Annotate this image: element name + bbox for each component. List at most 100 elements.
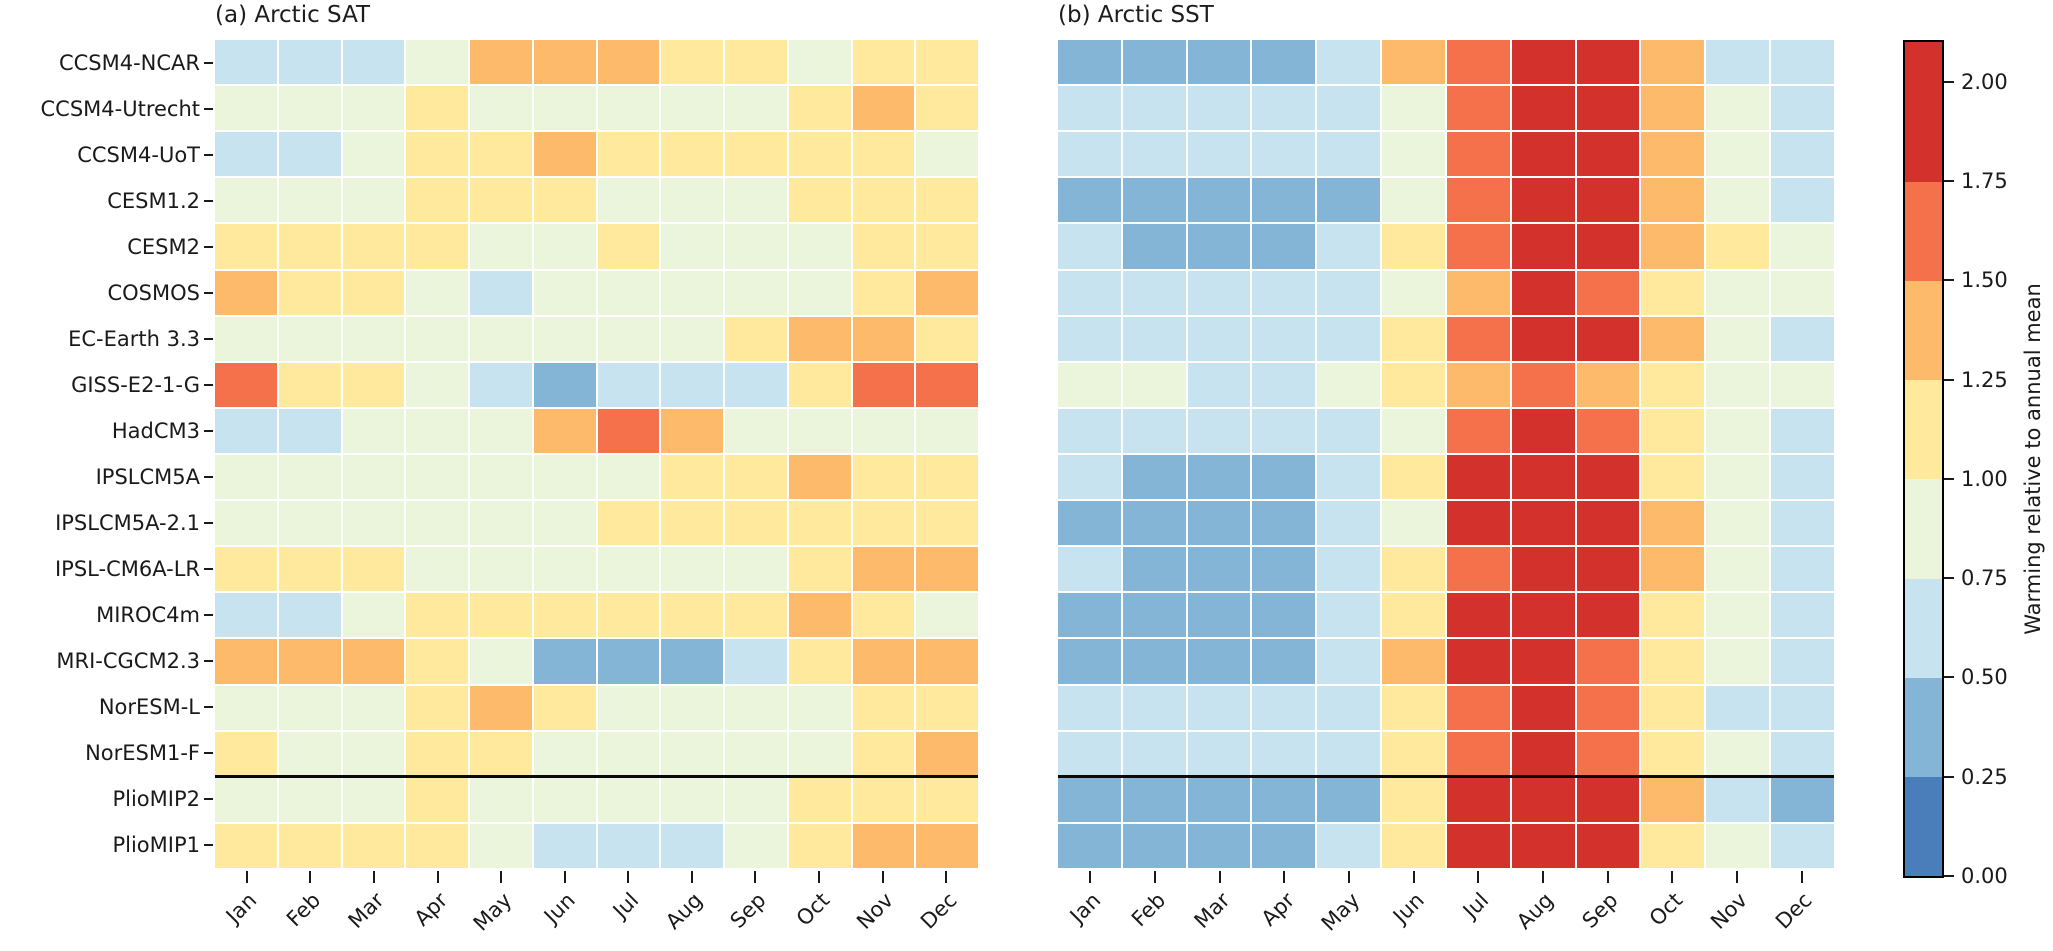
- heatmap-cell: [1252, 178, 1316, 223]
- heatmap-cell: [1641, 777, 1705, 822]
- heatmap-cell: [1382, 40, 1445, 85]
- x-tick: [1736, 871, 1738, 883]
- x-tick: [309, 871, 312, 883]
- heatmap-cell: [1382, 178, 1445, 223]
- heatmap-cell: [342, 316, 405, 361]
- colorbar-tick: [1944, 577, 1954, 580]
- heatmap-cell: [1317, 777, 1381, 822]
- y-tick: [204, 338, 213, 340]
- model-label: PlioMIP1: [112, 833, 200, 857]
- heatmap-cell: [533, 685, 596, 730]
- heatmap-cell: [1187, 408, 1251, 453]
- heatmap-cell: [916, 454, 978, 500]
- heatmap-cell: [1252, 685, 1316, 730]
- heatmap-cell: [1706, 408, 1770, 453]
- month-label-text: Jan: [221, 888, 262, 928]
- heatmap-cell: [406, 362, 468, 407]
- heatmap-cell: [725, 593, 787, 638]
- heatmap-cell: [597, 501, 660, 546]
- heatmap-cell: [406, 731, 468, 776]
- colorbar-tick-label: 1.00: [1961, 466, 2008, 491]
- model-label: EC-Earth 3.3: [68, 327, 200, 351]
- heatmap-cell: [1058, 593, 1121, 638]
- heatmap-cell: [1187, 639, 1251, 684]
- heatmap-cell: [1641, 501, 1705, 546]
- x-tick: [754, 871, 757, 883]
- heatmap-cell: [406, 316, 468, 361]
- heatmap-cell: [215, 270, 277, 315]
- heatmap-cell: [916, 685, 978, 730]
- heatmap-cell: [1771, 362, 1834, 407]
- heatmap-cell: [533, 454, 596, 500]
- colorbar-tick: [1944, 775, 1954, 778]
- heatmap-cell: [788, 316, 851, 361]
- heatmap-cell: [406, 86, 468, 131]
- heatmap-cell: [916, 777, 978, 822]
- heatmap-cell: [1252, 454, 1316, 500]
- heatmap-cell: [1252, 777, 1316, 822]
- heatmap-cell: [1252, 408, 1316, 453]
- heatmap-cell: [470, 316, 532, 361]
- y-tick: [204, 430, 213, 432]
- heatmap-cell: [1058, 501, 1121, 546]
- heatmap-cell: [852, 270, 915, 315]
- heatmap-cell: [406, 685, 468, 730]
- heatmap-cell: [1187, 362, 1251, 407]
- heatmap-cell: [1446, 362, 1510, 407]
- heatmap-cell: [788, 178, 851, 223]
- colorbar-segment: [1905, 776, 1942, 877]
- heatmap-cell: [661, 823, 723, 868]
- x-tick: [436, 871, 439, 883]
- heatmap-cell: [342, 408, 405, 453]
- heatmap-cell: [1641, 639, 1705, 684]
- heatmap-cell: [1771, 132, 1834, 177]
- heatmap-cell: [1706, 362, 1770, 407]
- heatmap-cell: [597, 86, 660, 131]
- heatmap-cell: [215, 86, 277, 131]
- heatmap-cell: [597, 731, 660, 776]
- colorbar-tick-label: 0.75: [1961, 566, 2008, 591]
- heatmap-cell: [1511, 224, 1575, 269]
- heatmap-cell: [1317, 823, 1381, 868]
- heatmap-cell: [342, 501, 405, 546]
- heatmap-cell: [1576, 685, 1640, 730]
- heatmap-cell: [1187, 224, 1251, 269]
- heatmap-cell: [852, 454, 915, 500]
- x-tick: [1800, 871, 1803, 883]
- heatmap-cell: [1771, 685, 1834, 730]
- heatmap-cell: [788, 224, 851, 269]
- model-label: MRI-CGCM2.3: [56, 649, 200, 673]
- heatmap-cell: [1511, 270, 1575, 315]
- month-label-text: Feb: [282, 888, 326, 932]
- heatmap-cell: [661, 224, 723, 269]
- heatmap-cell: [1252, 731, 1316, 776]
- heatmap-cell: [725, 685, 787, 730]
- heatmap-cell: [1317, 40, 1381, 85]
- heatmap-cell: [1382, 639, 1445, 684]
- heatmap-cell: [1771, 823, 1834, 868]
- heatmap-cell: [788, 593, 851, 638]
- heatmap-cell: [1317, 547, 1381, 592]
- month-label-text: Jun: [1388, 888, 1429, 929]
- heatmap-cell: [1317, 408, 1381, 453]
- model-label: COSMOS: [107, 281, 200, 305]
- heatmap-cell: [1641, 316, 1705, 361]
- heatmap-cell: [342, 639, 405, 684]
- heatmap-cell: [1641, 547, 1705, 592]
- heatmap-cell: [1058, 454, 1121, 500]
- heatmap-cell: [278, 823, 341, 868]
- heatmap-cell: [342, 132, 405, 177]
- heatmap-cell: [215, 40, 277, 85]
- heatmap-cell: [533, 777, 596, 822]
- heatmap-cell: [852, 685, 915, 730]
- heatmap-cell: [725, 270, 787, 315]
- heatmap-cell: [533, 132, 596, 177]
- heatmap-cell: [1058, 86, 1121, 131]
- heatmap-cell: [1641, 40, 1705, 85]
- heatmap-cell: [1641, 685, 1705, 730]
- heatmap-cell: [1771, 408, 1834, 453]
- heatmap-cell: [1706, 823, 1770, 868]
- heatmap-cell: [342, 685, 405, 730]
- heatmap-cell: [1382, 501, 1445, 546]
- x-tick: [1089, 871, 1092, 883]
